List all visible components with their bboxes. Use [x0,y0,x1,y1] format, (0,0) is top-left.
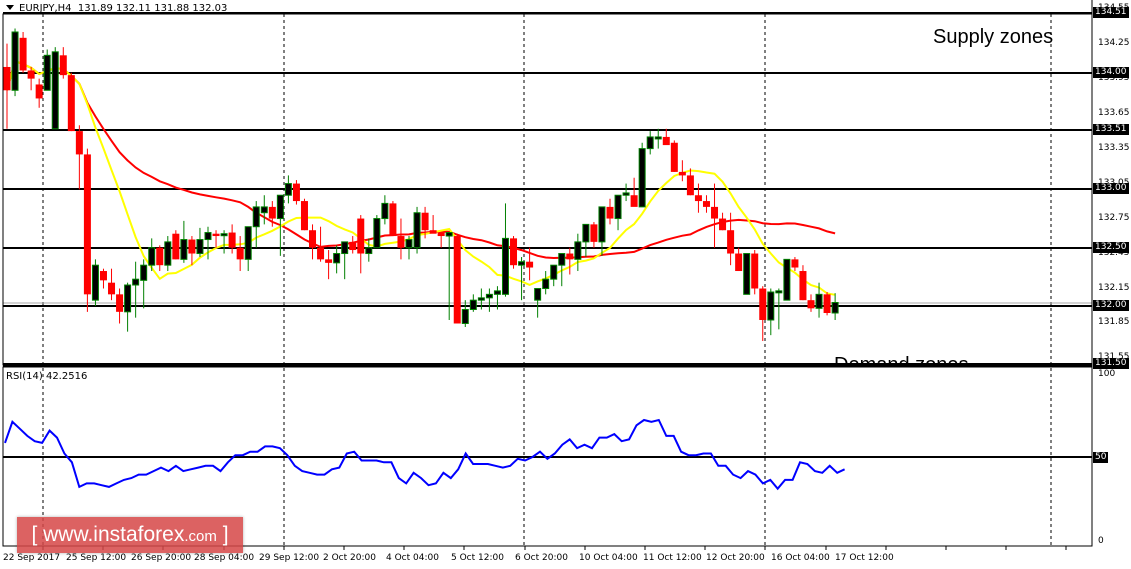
price-level-tag: 133.00 [1093,183,1129,195]
time-tick: 10 Oct 04:00 [579,553,638,563]
time-tick: 16 Oct 04:00 [771,553,830,563]
time-tick: 22 Sep 2017 [3,553,61,563]
watermark-tld: .com [184,528,217,545]
price-level-tag: 133.51 [1093,123,1129,135]
time-tick: 12 Oct 20:00 [706,553,765,563]
price-tick: 131.85 [1098,317,1130,328]
rsi-axis-100: 100 [1098,369,1116,379]
rsi-line [3,418,1092,491]
price-tick: 132.75 [1098,212,1130,223]
supply-zones-annotation: Supply zones [933,26,1054,48]
price-tick: 134.25 [1098,37,1130,48]
price-tick: 133.65 [1098,107,1130,118]
time-tick: 26 Sep 20:00 [131,553,192,563]
pane-frames [2,0,1093,550]
price-level-tag: 132.50 [1093,241,1129,253]
fast-moving-average [6,59,836,296]
rsi-label: RSI(14) 42.2516 [6,371,88,382]
instaforex-watermark[interactable]: [ www.instaforex.com ] [17,517,243,553]
watermark-bracket-open: [ [31,523,38,546]
price-level-tag: 132.00 [1093,300,1129,311]
rsi-axis-50: 50 [1093,452,1109,463]
demand-zones-annotation: Demand zones [834,354,969,364]
price-tick: 133.35 [1098,142,1130,153]
rsi-axis-0: 0 [1098,536,1104,546]
time-tick: 25 Sep 12:00 [66,553,127,563]
price-level-tag: 134.51 [1093,7,1129,19]
time-tick: 5 Oct 12:00 [451,553,504,563]
time-tick: 11 Oct 12:00 [643,553,702,563]
price-tick: 132.15 [1098,282,1130,293]
time-tick: 28 Sep 04:00 [194,553,255,563]
dropdown-triangle-icon[interactable] [6,5,14,10]
price-level-tag: 131.50 [1093,358,1129,370]
watermark-domain: www.instaforex [43,523,185,546]
demand-zones-clip: Demand zones [700,354,1092,364]
slow-moving-average [6,59,836,260]
watermark-bracket-close: ] [222,523,229,546]
price-tick: 131.55 [1098,352,1130,362]
time-tick: 6 Oct 20:00 [515,553,568,563]
symbol-label: EURJPY,H4 [19,3,72,14]
time-tick: 2 Oct 20:00 [323,553,376,563]
price-tick: 133.05 [1098,178,1130,188]
price-level-tag: 134.00 [1093,66,1129,78]
symbol-header: EURJPY,H4 131.89 132.11 131.88 132.03 [6,3,227,14]
time-tick: 4 Oct 04:00 [386,553,439,563]
candlesticks [3,28,839,341]
ohlc-values: 131.89 132.11 131.88 132.03 [77,3,228,14]
grid-lines [42,14,1052,546]
time-tick: 29 Sep 12:00 [259,553,320,563]
price-levels [3,12,1092,365]
time-tick: 17 Oct 12:00 [835,553,894,563]
